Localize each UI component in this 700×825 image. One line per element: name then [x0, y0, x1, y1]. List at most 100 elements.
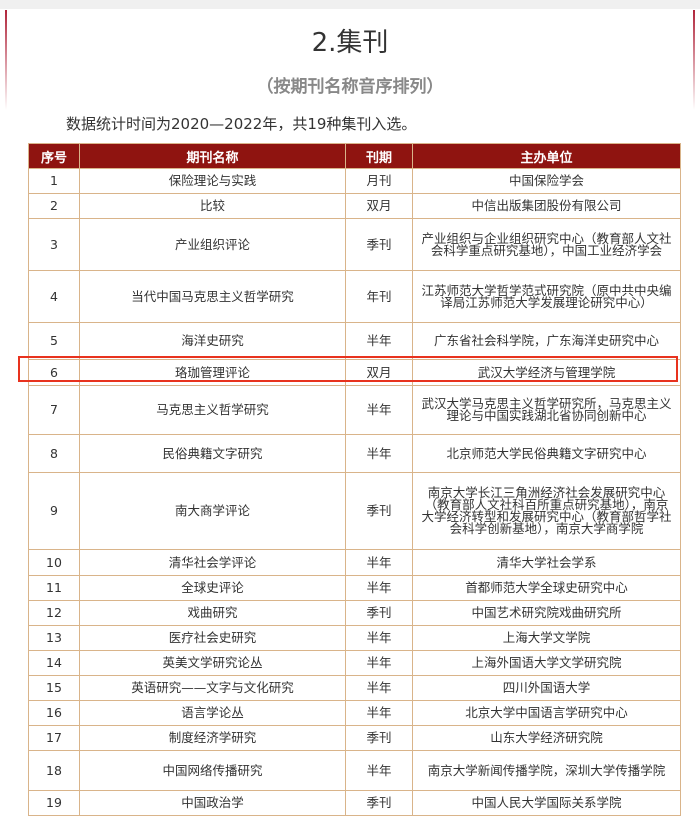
header-frequency: 刊期 — [345, 143, 413, 169]
journal-name: 英语研究——文字与文化研究 — [79, 675, 346, 701]
sponsor: 清华大学社会学系 — [412, 549, 681, 576]
table-row: 11 全球史评论 半年 首都师范大学全球史研究中心 — [28, 575, 681, 601]
row-index: 4 — [28, 270, 80, 323]
sponsor: 中国保险学会 — [412, 168, 681, 194]
row-index: 13 — [28, 625, 80, 651]
sponsor: 南京大学新闻传播学院，深圳大学传播学院 — [412, 750, 681, 791]
journal-name: 医疗社会史研究 — [79, 625, 346, 651]
header-index: 序号 — [28, 143, 80, 169]
sponsor: 上海大学文学院 — [412, 625, 681, 651]
frequency: 半年 — [345, 549, 413, 576]
journal-name: 保险理论与实践 — [79, 168, 346, 194]
frequency: 半年 — [345, 434, 413, 473]
journal-name: 戏曲研究 — [79, 600, 346, 626]
journal-name: 清华社会学评论 — [79, 549, 346, 576]
frequency: 月刊 — [345, 168, 413, 194]
table-row: 19 中国政治学 季刊 中国人民大学国际关系学院 — [28, 790, 681, 816]
frequency: 季刊 — [345, 600, 413, 626]
frequency: 半年 — [345, 322, 413, 360]
journal-name: 中国网络传播研究 — [79, 750, 346, 791]
journal-name: 英美文学研究论丛 — [79, 650, 346, 676]
journal-name: 海洋史研究 — [79, 322, 346, 360]
header-sponsor: 主办单位 — [412, 143, 681, 169]
row-index: 14 — [28, 650, 80, 676]
table-row: 1 保险理论与实践 月刊 中国保险学会 — [28, 168, 681, 194]
sponsor: 首都师范大学全球史研究中心 — [412, 575, 681, 601]
journal-name: 语言学论丛 — [79, 700, 346, 726]
row-index: 11 — [28, 575, 80, 601]
section-subtitle: （按期刊名称音序排列） — [256, 77, 444, 97]
frequency: 半年 — [345, 385, 413, 435]
journal-name: 民俗典籍文字研究 — [79, 434, 346, 473]
table-row: 16 语言学论丛 半年 北京大学中国语言学研究中心 — [28, 700, 681, 726]
sponsor: 山东大学经济研究院 — [412, 725, 681, 751]
table-row: 15 英语研究——文字与文化研究 半年 四川外国语大学 — [28, 675, 681, 701]
row-index: 19 — [28, 790, 80, 816]
section-title: 2.集刊 — [311, 28, 389, 58]
row-index: 8 — [28, 434, 80, 473]
table-row: 4 当代中国马克思主义哲学研究 年刊 江苏师范大学哲学范式研究院（原中共中央编译局江苏… — [28, 270, 681, 323]
frequency: 半年 — [345, 575, 413, 601]
row-index: 7 — [28, 385, 80, 435]
row-index: 17 — [28, 725, 80, 751]
table-row: 2 比较 双月 中信出版集团股份有限公司 — [28, 193, 681, 219]
journal-name: 制度经济学研究 — [79, 725, 346, 751]
table-row: 12 戏曲研究 季刊 中国艺术研究院戏曲研究所 — [28, 600, 681, 626]
row-index: 1 — [28, 168, 80, 194]
frequency: 半年 — [345, 625, 413, 651]
table-header: 序号 期刊名称 刊期 主办单位 — [28, 143, 681, 169]
table-row: 3 产业组织评论 季刊 产业组织与企业组织研究中心（教育部人文社会科学重点研究基地），… — [28, 218, 681, 271]
row-index: 18 — [28, 750, 80, 791]
sponsor: 武汉大学马克思主义哲学研究所，马克思主义理论与中国实践湖北省协同创新中心 — [412, 385, 681, 435]
table-row: 14 英美文学研究论丛 半年 上海外国语大学文学研究院 — [28, 650, 681, 676]
journal-name: 全球史评论 — [79, 575, 346, 601]
row-index: 5 — [28, 322, 80, 360]
sponsor: 广东省社会科学院，广东海洋史研究中心 — [412, 322, 681, 360]
frequency: 双月 — [345, 193, 413, 219]
table-row: 5 海洋史研究 半年 广东省社会科学院，广东海洋史研究中心 — [28, 322, 681, 360]
row-index: 3 — [28, 218, 80, 271]
sponsor: 中国艺术研究院戏曲研究所 — [412, 600, 681, 626]
journal-name: 中国政治学 — [79, 790, 346, 816]
row-index: 2 — [28, 193, 80, 219]
table-row: 8 民俗典籍文字研究 半年 北京师范大学民俗典籍文字研究中心 — [28, 434, 681, 473]
sponsor: 四川外国语大学 — [412, 675, 681, 701]
sponsor: 中国人民大学国际关系学院 — [412, 790, 681, 816]
top-bar — [0, 0, 700, 9]
header-journal-name: 期刊名称 — [79, 143, 346, 169]
frequency: 季刊 — [345, 218, 413, 271]
frequency: 半年 — [345, 650, 413, 676]
row-index: 16 — [28, 700, 80, 726]
journal-name: 比较 — [79, 193, 346, 219]
frequency: 半年 — [345, 750, 413, 791]
table-row: 9 南大商学评论 季刊 南京大学长江三角洲经济社会发展研究中心（教育部人文社科百所重点… — [28, 472, 681, 550]
sponsor: 中信出版集团股份有限公司 — [412, 193, 681, 219]
sponsor: 北京大学中国语言学研究中心 — [412, 700, 681, 726]
journal-name: 当代中国马克思主义哲学研究 — [79, 270, 346, 323]
sponsor: 北京师范大学民俗典籍文字研究中心 — [412, 434, 681, 473]
sponsor: 江苏师范大学哲学范式研究院（原中共中央编译局江苏师范大学发展理论研究中心） — [412, 270, 681, 323]
intro-text: 数据统计时间为2020—2022年，共19种集刊入选。 — [66, 115, 417, 133]
row-index: 12 — [28, 600, 80, 626]
sponsor: 南京大学长江三角洲经济社会发展研究中心（教育部人文社科百所重点研究基地），南京大… — [412, 472, 681, 550]
table-row: 13 医疗社会史研究 半年 上海大学文学院 — [28, 625, 681, 651]
right-decoration-line — [693, 10, 695, 110]
row-index: 9 — [28, 472, 80, 550]
journal-name: 产业组织评论 — [79, 218, 346, 271]
table-row: 17 制度经济学研究 季刊 山东大学经济研究院 — [28, 725, 681, 751]
sponsor: 上海外国语大学文学研究院 — [412, 650, 681, 676]
row-index: 10 — [28, 549, 80, 576]
left-decoration-line — [5, 10, 7, 110]
frequency: 年刊 — [345, 270, 413, 323]
table-row: 10 清华社会学评论 半年 清华大学社会学系 — [28, 549, 681, 576]
journal-name: 马克思主义哲学研究 — [79, 385, 346, 435]
journal-table: 序号 期刊名称 刊期 主办单位 1 保险理论与实践 月刊 中国保险学会 2 比较 双月 中信出… — [28, 143, 681, 816]
journal-name: 南大商学评论 — [79, 472, 346, 550]
sponsor: 产业组织与企业组织研究中心（教育部人文社会科学重点研究基地），中国工业经济学会 — [412, 218, 681, 271]
frequency: 半年 — [345, 675, 413, 701]
table-row: 18 中国网络传播研究 半年 南京大学新闻传播学院，深圳大学传播学院 — [28, 750, 681, 791]
highlight-box — [18, 356, 678, 382]
frequency: 半年 — [345, 700, 413, 726]
row-index: 15 — [28, 675, 80, 701]
frequency: 季刊 — [345, 725, 413, 751]
